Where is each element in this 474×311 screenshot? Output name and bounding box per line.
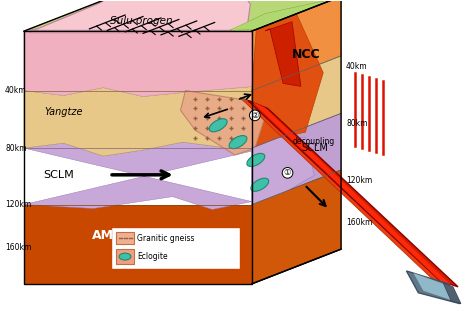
Ellipse shape	[229, 136, 247, 149]
Polygon shape	[116, 232, 134, 244]
Polygon shape	[252, 101, 451, 285]
Ellipse shape	[209, 119, 227, 132]
Polygon shape	[248, 100, 458, 287]
Polygon shape	[252, 56, 341, 148]
Polygon shape	[252, 0, 341, 91]
Ellipse shape	[251, 178, 269, 191]
Text: decoupling: decoupling	[292, 137, 335, 146]
Text: Sulu orogen: Sulu orogen	[109, 16, 172, 26]
Polygon shape	[240, 98, 441, 282]
Polygon shape	[24, 0, 341, 31]
Text: 40km: 40km	[5, 86, 27, 95]
Text: 40km: 40km	[346, 62, 368, 71]
Polygon shape	[24, 87, 252, 156]
Polygon shape	[24, 142, 252, 210]
Polygon shape	[24, 205, 252, 284]
Polygon shape	[111, 227, 240, 269]
Text: AM: AM	[92, 229, 114, 242]
Polygon shape	[252, 137, 314, 205]
Text: 120km: 120km	[5, 200, 31, 209]
Text: ①: ①	[284, 168, 292, 177]
Polygon shape	[28, 0, 250, 30]
Text: NCC: NCC	[292, 49, 321, 61]
Polygon shape	[413, 273, 456, 302]
Polygon shape	[229, 0, 337, 30]
Text: SCLM: SCLM	[43, 170, 74, 180]
Ellipse shape	[119, 253, 131, 260]
Polygon shape	[252, 14, 323, 148]
Text: Granitic gneiss: Granitic gneiss	[137, 234, 194, 243]
Polygon shape	[181, 91, 268, 155]
Polygon shape	[29, 19, 175, 33]
Text: SCLM: SCLM	[301, 142, 328, 152]
Text: Yangtze: Yangtze	[44, 107, 83, 117]
Polygon shape	[252, 114, 341, 205]
Text: 160km: 160km	[346, 218, 373, 227]
Text: 80km: 80km	[346, 119, 367, 128]
Text: Eclogite: Eclogite	[137, 252, 167, 261]
Polygon shape	[252, 170, 341, 284]
Text: ②: ②	[251, 111, 259, 120]
Text: 160km: 160km	[5, 243, 31, 252]
Polygon shape	[116, 249, 134, 264]
Text: 120km: 120km	[346, 176, 372, 185]
Text: 80km: 80km	[5, 144, 27, 153]
Polygon shape	[407, 271, 460, 304]
Ellipse shape	[247, 153, 265, 166]
Polygon shape	[24, 31, 252, 96]
Polygon shape	[265, 22, 301, 86]
Polygon shape	[443, 283, 461, 304]
